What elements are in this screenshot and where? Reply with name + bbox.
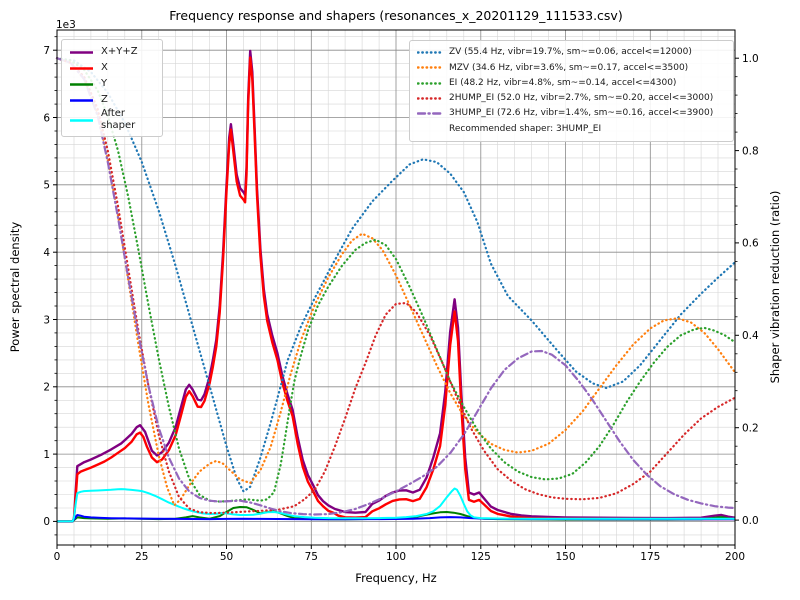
x-tick-label: 100 bbox=[386, 551, 406, 563]
x-tick-label: 0 bbox=[54, 551, 61, 563]
legend-item: X+Y+Z bbox=[69, 44, 155, 60]
left-y-tick-label: 5 bbox=[43, 180, 50, 192]
Z-line-sample bbox=[70, 98, 93, 102]
legend-item: 3HUMP_EI (72.6 Hz, vibr=1.4%, sm~=0.16, … bbox=[417, 106, 726, 121]
legend-item: Y bbox=[69, 76, 155, 92]
legend-item: 2HUMP_EI (52.0 Hz, vibr=2.7%, sm~=0.20, … bbox=[417, 91, 726, 106]
MZV-line-sample bbox=[417, 66, 442, 70]
legend-item-label: 3HUMP_EI (72.6 Hz, vibr=1.4%, sm~=0.16, … bbox=[449, 108, 714, 119]
right-y-tick-label: 1.0 bbox=[742, 53, 759, 65]
series-MZV bbox=[55, 57, 737, 508]
x-tick-label: 200 bbox=[725, 551, 745, 563]
x-tick-label: 50 bbox=[220, 551, 233, 563]
legend-item-label: Z bbox=[101, 94, 108, 105]
legend-item-label: ZV (55.4 Hz, vibr=19.7%, sm~=0.06, accel… bbox=[449, 47, 692, 58]
left-y-tick-label: 7 bbox=[43, 45, 50, 57]
chart-title: Frequency response and shapers (resonanc… bbox=[169, 8, 623, 23]
legend-item: MZV (34.6 Hz, vibr=3.6%, sm~=0.17, accel… bbox=[417, 60, 726, 75]
x-tick-label: 175 bbox=[640, 551, 660, 563]
right-y-tick-label: 0.6 bbox=[742, 238, 759, 250]
left-y-tick-label: 6 bbox=[43, 112, 50, 124]
legend-item-label: 2HUMP_EI (52.0 Hz, vibr=2.7%, sm~=0.20, … bbox=[449, 93, 714, 104]
right-y-tick-label: 0.8 bbox=[742, 145, 759, 157]
left-y-tick-label: 1 bbox=[43, 449, 50, 461]
x-tick-label: 75 bbox=[305, 551, 318, 563]
left-y-axis-label: Power spectral density bbox=[8, 221, 22, 353]
left-y-tick-label: 0 bbox=[43, 516, 50, 528]
series-X bbox=[57, 56, 736, 523]
2HUMP-EI-line-sample bbox=[417, 97, 442, 100]
legend-item: EI (48.2 Hz, vibr=4.8%, sm~=0.14, accel<… bbox=[417, 76, 726, 91]
y-axis-multiplier: 1e3 bbox=[56, 19, 76, 31]
x-tick-label: 25 bbox=[135, 551, 148, 563]
recommended-shaper-row: Recommended shaper: 3HUMP_EI bbox=[417, 121, 726, 136]
ZV-line-sample bbox=[417, 51, 442, 54]
X-line-sample bbox=[70, 66, 93, 70]
legend-item-label: EI (48.2 Hz, vibr=4.8%, sm~=0.14, accel<… bbox=[449, 77, 677, 88]
recommended-shaper-text: Recommended shaper: 3HUMP_EI bbox=[449, 123, 602, 134]
right-y-tick-label: 0.4 bbox=[742, 330, 759, 342]
x-tick-label: 150 bbox=[555, 551, 575, 563]
legend-item: After shaper bbox=[69, 108, 155, 132]
legend-item-label: X bbox=[101, 62, 108, 73]
legend-item-label: X+Y+Z bbox=[101, 46, 138, 57]
EI-line-sample bbox=[417, 82, 442, 85]
psd-legend: X+Y+Z X Y Z After shaper bbox=[61, 39, 163, 137]
legend-item-label: MZV (34.6 Hz, vibr=3.6%, sm~=0.17, accel… bbox=[449, 62, 689, 73]
left-y-tick-label: 2 bbox=[43, 382, 50, 394]
After-line-sample bbox=[70, 118, 93, 122]
left-y-tick-label: 3 bbox=[43, 314, 50, 326]
legend-item-label: Y bbox=[101, 78, 108, 89]
left-y-axis-ticks: 0 1 2 3 4 5 6 7 bbox=[43, 36, 57, 536]
series-ZV bbox=[55, 57, 737, 494]
right-y-tick-label: 0.0 bbox=[742, 515, 759, 527]
legend-item: X bbox=[69, 60, 155, 76]
series-After-shaper bbox=[57, 487, 735, 523]
right-y-axis-label: Shaper vibration reduction (ratio) bbox=[768, 190, 782, 384]
series-EI bbox=[55, 57, 737, 503]
series-3HUMP-EI bbox=[55, 57, 737, 516]
legend-item: Z bbox=[69, 92, 155, 108]
right-y-axis-ticks: 0.0 0.2 0.4 0.6 0.8 1.0 bbox=[735, 53, 759, 527]
Y-line-sample bbox=[70, 82, 93, 86]
x-tick-label: 125 bbox=[471, 551, 491, 563]
legend-item: ZV (55.4 Hz, vibr=19.7%, sm~=0.06, accel… bbox=[417, 45, 726, 60]
x-axis-label: Frequency, Hz bbox=[355, 571, 437, 585]
shaper-legend: ZV (55.4 Hz, vibr=19.7%, sm~=0.06, accel… bbox=[409, 40, 734, 142]
X+Y+Z-line-sample bbox=[70, 50, 93, 54]
right-y-tick-label: 0.2 bbox=[742, 423, 759, 435]
3HUMP-EI-line-sample bbox=[417, 112, 442, 116]
left-y-tick-label: 4 bbox=[43, 247, 50, 259]
x-axis-ticks: 0 25 50 75 100 125 150 175 200 bbox=[54, 545, 745, 563]
legend-item-label: After shaper bbox=[101, 108, 136, 131]
